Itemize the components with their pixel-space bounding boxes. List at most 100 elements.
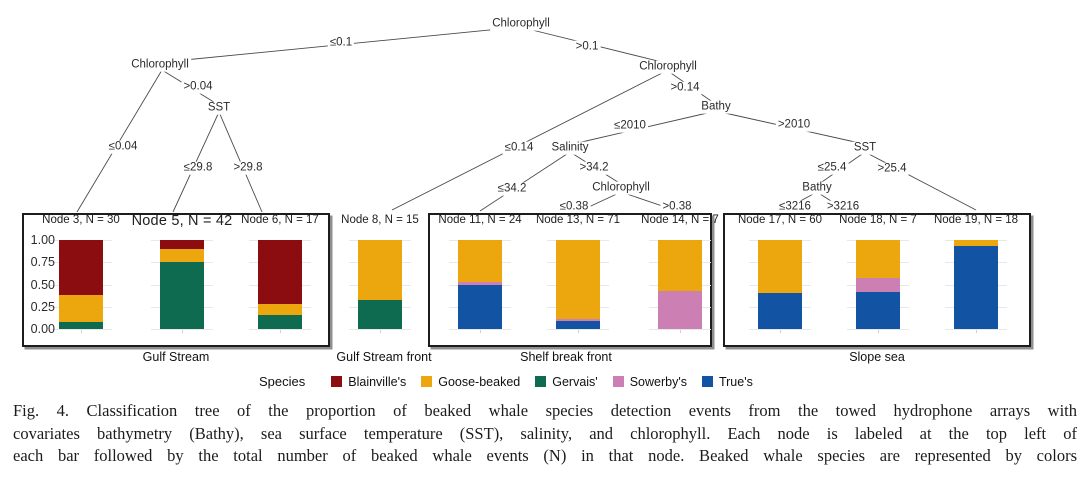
y-axis-tick-label: 0.50 <box>30 277 55 292</box>
legend-item-trues: True's <box>701 375 753 389</box>
legend-item-blainvilles: Blainville's <box>331 375 406 389</box>
x-axis-tick <box>81 330 82 333</box>
tree-split-variable: Bathy <box>800 181 834 195</box>
legend-title: Species <box>259 374 306 389</box>
x-axis-tick <box>380 330 381 333</box>
stacked-bar-node-3 <box>59 240 103 329</box>
tree-split-threshold: ≤0.04 <box>106 140 140 154</box>
panel-gridline <box>249 329 311 330</box>
tree-split-threshold: ≤0.14 <box>502 141 536 155</box>
node-header-label: Node 3, N = 30 <box>42 214 120 226</box>
tree-split-variable: Chlorophyll <box>129 58 191 72</box>
stacked-bar-node-13 <box>556 240 600 329</box>
x-axis-tick <box>182 330 183 333</box>
legend-swatch-icon <box>535 376 547 387</box>
bar-segment-trues <box>856 291 900 329</box>
group-label-shelf-break-front: Shelf break front <box>520 350 612 364</box>
bar-segment-gervais <box>59 321 103 329</box>
figure-caption: Fig. 4. Classification tree of the propo… <box>13 400 1077 468</box>
bar-segment-goosebeaked <box>358 240 402 300</box>
x-axis-tick <box>480 330 481 333</box>
y-axis-tick-label: 1.00 <box>30 232 55 247</box>
tree-split-threshold: ≤25.4 <box>815 161 849 175</box>
panel-gridline <box>151 329 213 330</box>
tree-edge <box>391 70 667 211</box>
group-box-slope-sea <box>723 213 1031 347</box>
legend-swatch-icon <box>331 376 343 387</box>
node-header-label: Node 14, N = 7 <box>641 214 719 226</box>
bar-segment-goosebeaked <box>458 240 502 283</box>
tree-split-variable: Chlorophyll <box>637 60 699 74</box>
stacked-bar-node-17 <box>758 240 802 329</box>
group-label-gulf-stream-front: Gulf Stream front <box>336 350 432 364</box>
stacked-bar-node-19 <box>954 240 998 329</box>
tree-split-threshold: ≤34.2 <box>495 182 529 196</box>
bar-segment-sowerbys <box>556 318 600 321</box>
bar-segment-blainvilles <box>160 240 204 249</box>
bar-segment-blainvilles <box>59 240 103 296</box>
x-axis-tick <box>976 330 977 333</box>
tree-split-threshold: >3216 <box>824 200 862 214</box>
panel-gridline <box>547 329 609 330</box>
legend-item-sowerbys: Sowerby's <box>612 375 687 389</box>
legend-item-label: Blainville's <box>348 374 407 389</box>
bar-segment-goosebeaked <box>758 240 802 293</box>
tree-edge <box>864 151 977 211</box>
group-box-gulf-stream <box>22 213 330 347</box>
group-box-shelf-break-front <box>428 213 712 347</box>
x-axis-tick <box>578 330 579 333</box>
panel-gridline <box>847 329 909 330</box>
tree-split-variable: Chlorophyll <box>490 17 552 31</box>
node-header-label: Node 5, N = 42 <box>131 213 233 229</box>
node-header-label: Node 8, N = 15 <box>341 214 419 226</box>
tree-split-threshold: >0.14 <box>668 81 702 95</box>
tree-split-threshold: ≤29.8 <box>181 161 215 175</box>
panel-gridline <box>349 329 411 330</box>
stacked-bar-node-11 <box>458 240 502 329</box>
bar-segment-goosebeaked <box>856 240 900 279</box>
tree-split-threshold: >34.2 <box>577 161 611 175</box>
species-legend-items: Blainville's Goose-beaked Gervais' Sowerby'… <box>331 375 768 389</box>
panel-gridline <box>945 329 1007 330</box>
node-header-label: Node 19, N = 18 <box>933 214 1019 226</box>
bar-segment-goosebeaked <box>258 304 302 315</box>
tree-split-threshold: >0.38 <box>660 200 694 214</box>
tree-split-threshold: >2010 <box>775 118 813 132</box>
tree-split-variable: SST <box>205 101 233 115</box>
bar-segment-sowerbys <box>658 290 702 329</box>
stacked-bar-node-14 <box>658 240 702 329</box>
legend-swatch-icon <box>701 376 713 387</box>
caption-line-2: covariates bathymetry (Bathy), sea surfa… <box>13 423 1077 443</box>
bar-segment-goosebeaked <box>556 240 600 319</box>
x-axis-tick <box>878 330 879 333</box>
stacked-bar-node-8 <box>358 240 402 329</box>
bar-segment-goosebeaked <box>954 240 998 246</box>
tree-split-threshold: ≤0.1 <box>327 36 355 50</box>
tree-split-threshold: ≤3216 <box>777 200 813 214</box>
species-legend: Species Blainville's Goose-beaked Gervais'… <box>259 374 768 389</box>
tree-split-variable: Salinity <box>549 141 591 155</box>
bar-segment-trues <box>758 292 802 329</box>
x-axis-tick <box>680 330 681 333</box>
bar-segment-goosebeaked <box>658 240 702 291</box>
bar-segment-gervais <box>160 261 204 329</box>
bar-segment-trues <box>556 320 600 329</box>
bar-segment-goosebeaked <box>59 295 103 322</box>
tree-split-threshold: >0.1 <box>573 40 601 54</box>
bar-segment-trues <box>954 245 998 329</box>
node-header-label: Node 18, N = 7 <box>839 214 917 226</box>
bar-segment-blainvilles <box>258 240 302 305</box>
x-axis-tick <box>780 330 781 333</box>
bar-segment-sowerbys <box>458 282 502 286</box>
legend-swatch-icon <box>612 376 624 387</box>
stacked-bar-node-6 <box>258 240 302 329</box>
group-label-gulf-stream: Gulf Stream <box>142 350 210 364</box>
caption-line-1: Fig. 4. Classification tree of the propo… <box>13 401 1077 420</box>
tree-split-threshold: ≤0.38 <box>557 200 591 214</box>
node-header-label: Node 6, N = 17 <box>241 214 319 226</box>
legend-item-label: Goose-beaked <box>438 374 521 389</box>
tree-split-variable: SST <box>851 141 879 155</box>
bar-segment-gervais <box>258 314 302 329</box>
tree-edge <box>479 151 571 212</box>
